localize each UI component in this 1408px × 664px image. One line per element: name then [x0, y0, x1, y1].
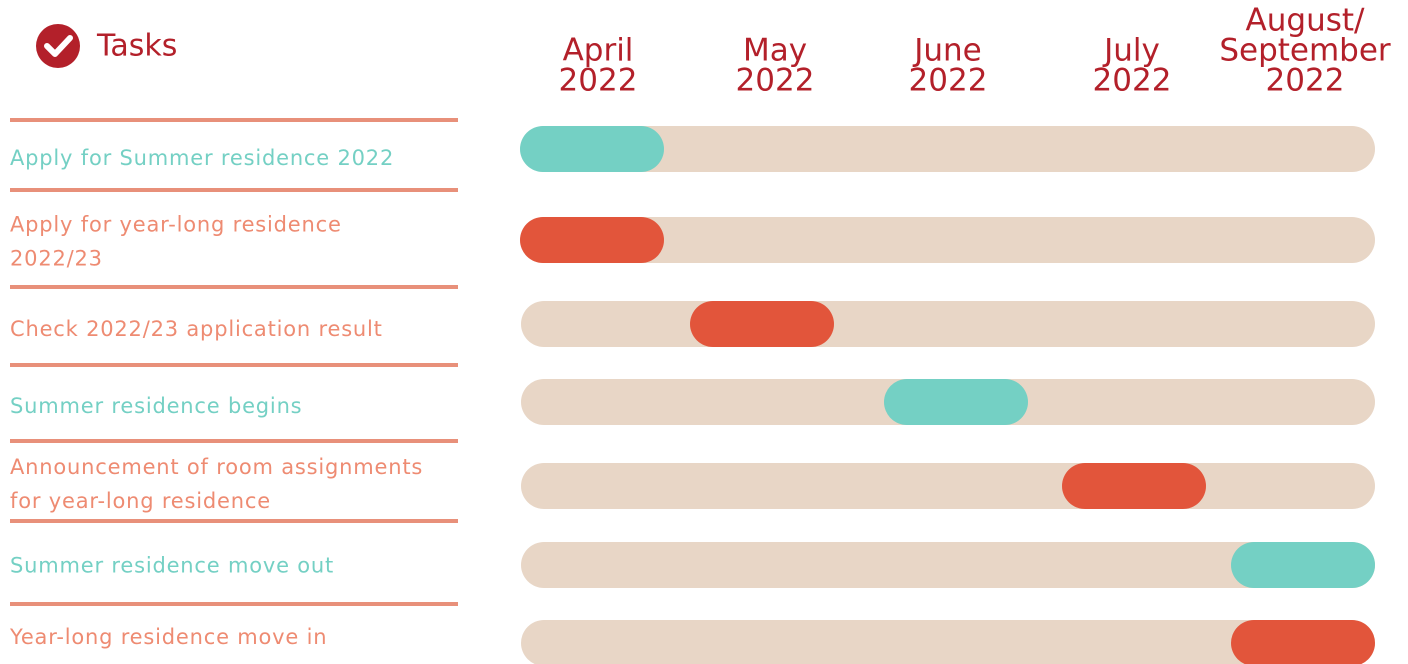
- task-label: for year-long residence: [10, 489, 271, 513]
- track: [521, 126, 1375, 172]
- row-divider: [10, 602, 458, 606]
- task-label: 2022/23: [10, 247, 103, 271]
- row-divider: [10, 188, 458, 192]
- month-label: 2022: [736, 63, 815, 99]
- month-label: 2022: [1093, 63, 1172, 99]
- month-label: 2022: [1266, 63, 1345, 99]
- month-label: July: [1102, 33, 1160, 69]
- row-divider: [10, 285, 458, 289]
- month-label: 2022: [909, 63, 988, 99]
- month-label: June: [912, 33, 982, 69]
- track: [521, 620, 1375, 664]
- task-bar: [1231, 620, 1375, 664]
- task-bar: [1231, 542, 1375, 588]
- task-bar: [884, 379, 1028, 425]
- track: [521, 301, 1375, 347]
- check-mark: [44, 35, 73, 57]
- month-label: September: [1219, 33, 1391, 69]
- track: [521, 217, 1375, 263]
- track: [521, 542, 1375, 588]
- task-bar: [520, 126, 664, 172]
- task-label: Apply for Summer residence 2022: [10, 146, 394, 170]
- task-bar: [690, 301, 834, 347]
- task-label: Apply for year-long residence: [10, 213, 342, 237]
- task-label: Year-long residence move in: [9, 625, 327, 649]
- row-divider: [10, 519, 458, 523]
- task-bar: [520, 217, 664, 263]
- month-label: May: [743, 33, 807, 69]
- task-label: Announcement of room assignments: [10, 455, 423, 479]
- check-icon: [36, 24, 80, 68]
- row-divider: [10, 439, 458, 443]
- row-divider: [10, 363, 458, 367]
- month-label: 2022: [559, 63, 638, 99]
- row-divider: [10, 118, 458, 122]
- header-title: Tasks: [96, 29, 177, 64]
- task-label: Check 2022/23 application result: [10, 317, 383, 341]
- track: [521, 463, 1375, 509]
- month-label: April: [563, 33, 634, 69]
- task-bar: [1062, 463, 1206, 509]
- task-label: Summer residence begins: [10, 394, 302, 418]
- task-label: Summer residence move out: [10, 554, 334, 578]
- month-label: August/: [1246, 3, 1365, 39]
